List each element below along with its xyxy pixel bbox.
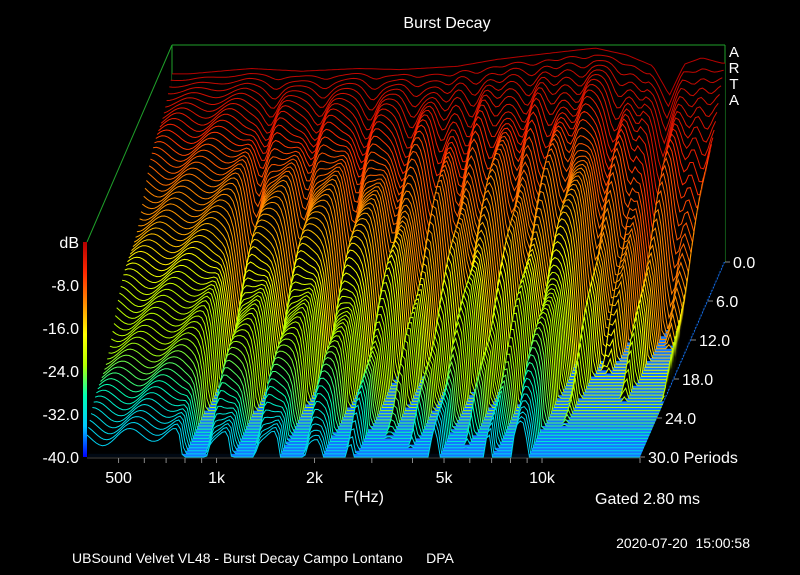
decay-slice-line — [167, 64, 722, 132]
brand-letter: A — [729, 44, 739, 61]
decay-slice-line — [160, 89, 715, 201]
chart-title: Burst Decay — [403, 15, 490, 32]
decay-slice-line — [169, 59, 723, 120]
y-tick-label: dB — [59, 235, 79, 252]
decay-slice-line — [155, 118, 710, 248]
decay-slice-line — [147, 154, 702, 310]
frame-edge-left — [86, 44, 173, 243]
x-tick-label: 1k — [208, 470, 226, 487]
decay-slice-line — [162, 83, 717, 187]
decay-slice-line — [87, 415, 642, 455]
decay-slice-line — [158, 103, 712, 225]
chart-axes: dB -8.0 -16.0 -24.0 -32.0 -40.0 500 1k 2k 5k 10k 0.… — [43, 235, 756, 487]
decay-slice-line — [156, 110, 711, 237]
brand-letter: T — [729, 76, 738, 93]
decay-slice-line — [86, 420, 640, 458]
decay-slice-line — [159, 95, 714, 213]
decay-slice-line — [96, 377, 650, 436]
decay-slice-line — [146, 160, 700, 321]
decay-slice-line — [139, 183, 694, 337]
decay-slice-line — [138, 188, 692, 340]
z-tick-label: 30.0 Periods — [648, 450, 738, 467]
decay-slice-line — [140, 179, 695, 335]
z-tick-label: 18.0 — [682, 372, 713, 389]
x-tick-label: 2k — [306, 470, 324, 487]
decay-slice-line — [114, 296, 669, 393]
decay-slice-line — [100, 354, 654, 427]
decay-slice-line — [166, 69, 720, 145]
footer-right: 2020-07-20 15:00:58 — [616, 535, 750, 551]
footer-left: UBSound Velvet VL48 - Burst Decay Campo … — [72, 550, 454, 566]
x-tick-label: 500 — [105, 470, 132, 487]
z-tick-label: 6.0 — [716, 294, 738, 311]
decay-slice-line — [143, 171, 698, 328]
decay-slice-line — [142, 175, 696, 331]
decay-slice-line — [92, 400, 646, 446]
decay-slice-line — [113, 300, 668, 396]
z-tick-label: 0.0 — [733, 255, 755, 272]
decay-slice-line — [153, 133, 707, 269]
decay-slice-fill — [87, 420, 640, 457]
x-axis-label: F(Hz) — [344, 489, 384, 506]
waterfall-surface — [86, 47, 725, 458]
y-tick-label: -40.0 — [43, 450, 80, 467]
decay-slice-line — [94, 385, 649, 439]
decay-slice-line — [89, 411, 643, 452]
gate-text: Gated 2.80 ms — [595, 491, 700, 508]
decay-slice-line — [165, 73, 719, 159]
y-tick-label: -8.0 — [51, 278, 79, 295]
decay-slice-line — [116, 292, 671, 390]
decay-slice-line — [93, 393, 647, 442]
decay-slice-line — [172, 47, 725, 96]
y-tick-label: -32.0 — [43, 407, 80, 424]
decay-slice-line — [170, 54, 724, 108]
decay-slice-line — [163, 78, 718, 173]
x-tick-label: 10k — [529, 470, 556, 487]
decay-slice-line — [154, 127, 708, 259]
y-tick-label: -24.0 — [43, 364, 80, 381]
decay-slice-line — [120, 278, 675, 381]
z-tick-label: 24.0 — [665, 411, 696, 428]
decay-slice-line — [144, 167, 699, 326]
decay-slice-line — [117, 288, 672, 388]
db-colorbar — [83, 242, 87, 457]
decay-slice-line — [150, 142, 704, 289]
decay-slice-line — [148, 148, 703, 300]
decay-slice-line — [151, 137, 706, 279]
z-tick-label: 12.0 — [699, 333, 730, 350]
x-tick-label: 5k — [436, 470, 454, 487]
decay-slice-line — [90, 406, 644, 449]
decay-slice-line — [119, 283, 673, 384]
decay-slice-line — [101, 346, 655, 424]
decay-slice-line — [98, 361, 653, 430]
brand-letter: A — [729, 92, 739, 109]
decay-slice-line — [102, 340, 657, 421]
brand-letter: R — [729, 60, 740, 77]
y-tick-label: -16.0 — [43, 321, 80, 338]
decay-slice-line — [97, 369, 651, 433]
